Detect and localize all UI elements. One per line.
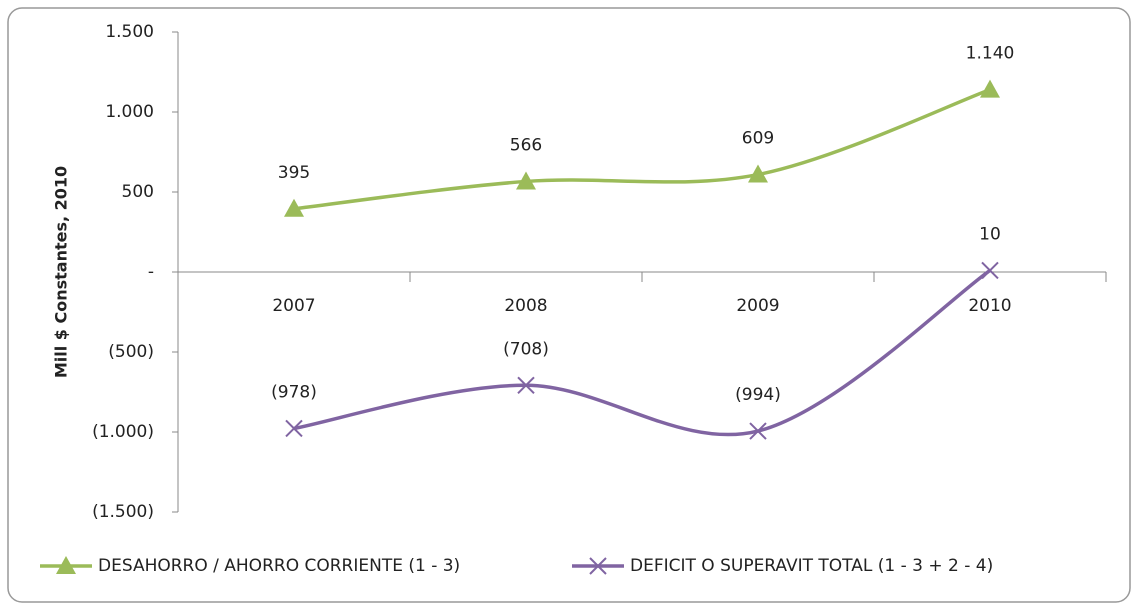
y-tick-label: 1.000 (105, 102, 154, 122)
marker (748, 164, 768, 183)
y-tick-label: (500) (108, 342, 154, 362)
y-tick-label: (1.000) (92, 422, 154, 442)
y-axis-title: Mill $ Constantes, 2010 (52, 166, 71, 378)
y-tick-label: 500 (122, 182, 154, 202)
x-tick-label: 2007 (272, 296, 315, 316)
legend-label: DESAHORRO / AHORRO CORRIENTE (1 - 3) (98, 556, 460, 576)
series-line (293, 268, 991, 437)
data-label: 10 (979, 224, 1001, 244)
marker (981, 261, 999, 280)
marker (284, 198, 304, 217)
data-label: (978) (271, 382, 317, 402)
marker (285, 419, 303, 438)
data-label: 1.140 (966, 44, 1015, 64)
x-tick-label: 2009 (736, 296, 779, 316)
series-line (293, 87, 991, 211)
marker (56, 556, 76, 574)
chart-border (7, 7, 1131, 603)
data-label: 609 (742, 129, 774, 149)
x-tick-label: 2008 (504, 296, 547, 316)
data-label: (994) (735, 385, 781, 405)
legend-label: DEFICIT O SUPERAVIT TOTAL (1 - 3 + 2 - 4… (630, 556, 993, 576)
x-tick-label: 2010 (968, 296, 1011, 316)
marker (749, 422, 767, 440)
y-tick-label: - (148, 262, 154, 282)
y-tick-label: 1.500 (105, 22, 154, 42)
data-label: 566 (510, 135, 542, 155)
marker (517, 376, 535, 394)
data-label: (708) (503, 339, 549, 359)
y-tick-label: (1.500) (92, 502, 154, 522)
marker (980, 79, 1000, 98)
marker (516, 171, 536, 190)
marker (589, 557, 607, 575)
data-label: 395 (278, 163, 310, 183)
